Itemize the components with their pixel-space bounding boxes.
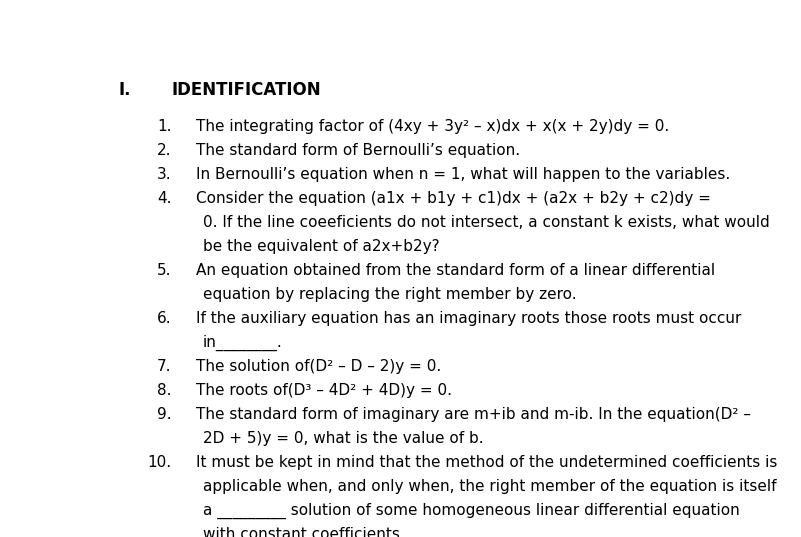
Text: The standard form of Bernoulli’s equation.: The standard form of Bernoulli’s equatio… bbox=[196, 143, 521, 158]
Text: 7.: 7. bbox=[157, 359, 171, 374]
Text: 2D + 5)y = 0, what is the value of b.: 2D + 5)y = 0, what is the value of b. bbox=[203, 431, 483, 446]
Text: 5.: 5. bbox=[157, 263, 171, 278]
Text: 3.: 3. bbox=[157, 168, 171, 183]
Text: 10.: 10. bbox=[147, 455, 171, 470]
Text: equation by replacing the right member by zero.: equation by replacing the right member b… bbox=[203, 287, 576, 302]
Text: 8.: 8. bbox=[157, 383, 171, 398]
Text: 2.: 2. bbox=[157, 143, 171, 158]
Text: a _________ solution of some homogeneous linear differential equation: a _________ solution of some homogeneous… bbox=[203, 503, 739, 519]
Text: I.: I. bbox=[119, 81, 131, 99]
Text: 6.: 6. bbox=[157, 311, 171, 326]
Text: in________.: in________. bbox=[203, 335, 282, 351]
Text: If the auxiliary equation has an imaginary roots those roots must occur: If the auxiliary equation has an imagina… bbox=[196, 311, 742, 326]
Text: IDENTIFICATION: IDENTIFICATION bbox=[171, 81, 321, 99]
Text: be the equivalent of a2x+b2y?: be the equivalent of a2x+b2y? bbox=[203, 240, 439, 254]
Text: The standard form of imaginary are m+ib and m-ib. In the equation(D² –: The standard form of imaginary are m+ib … bbox=[196, 407, 751, 422]
Text: with constant coefficients.: with constant coefficients. bbox=[203, 527, 405, 537]
Text: The roots of(D³ – 4D² + 4D)y = 0.: The roots of(D³ – 4D² + 4D)y = 0. bbox=[196, 383, 453, 398]
Text: 4.: 4. bbox=[157, 191, 171, 206]
Text: In Bernoulli’s equation when n = 1, what will happen to the variables.: In Bernoulli’s equation when n = 1, what… bbox=[196, 168, 731, 183]
Text: applicable when, and only when, the right member of the equation is itself: applicable when, and only when, the righ… bbox=[203, 479, 776, 494]
Text: Consider the equation (a1x + b1y + c1)dx + (a2x + b2y + c2)dy =: Consider the equation (a1x + b1y + c1)dx… bbox=[196, 191, 711, 206]
Text: An equation obtained from the standard form of a linear differential: An equation obtained from the standard f… bbox=[196, 263, 715, 278]
Text: The integrating factor of (4xy + 3y² – x)dx + x(x + 2y)dy = 0.: The integrating factor of (4xy + 3y² – x… bbox=[196, 119, 670, 134]
Text: It must be kept in mind that the method of the undetermined coefficients is: It must be kept in mind that the method … bbox=[196, 455, 778, 470]
Text: 9.: 9. bbox=[157, 407, 171, 422]
Text: The solution of(D² – D – 2)y = 0.: The solution of(D² – D – 2)y = 0. bbox=[196, 359, 441, 374]
Text: 1.: 1. bbox=[157, 119, 171, 134]
Text: 0. If the line coeeficients do not intersect, a constant k exists, what would: 0. If the line coeeficients do not inter… bbox=[203, 215, 769, 230]
